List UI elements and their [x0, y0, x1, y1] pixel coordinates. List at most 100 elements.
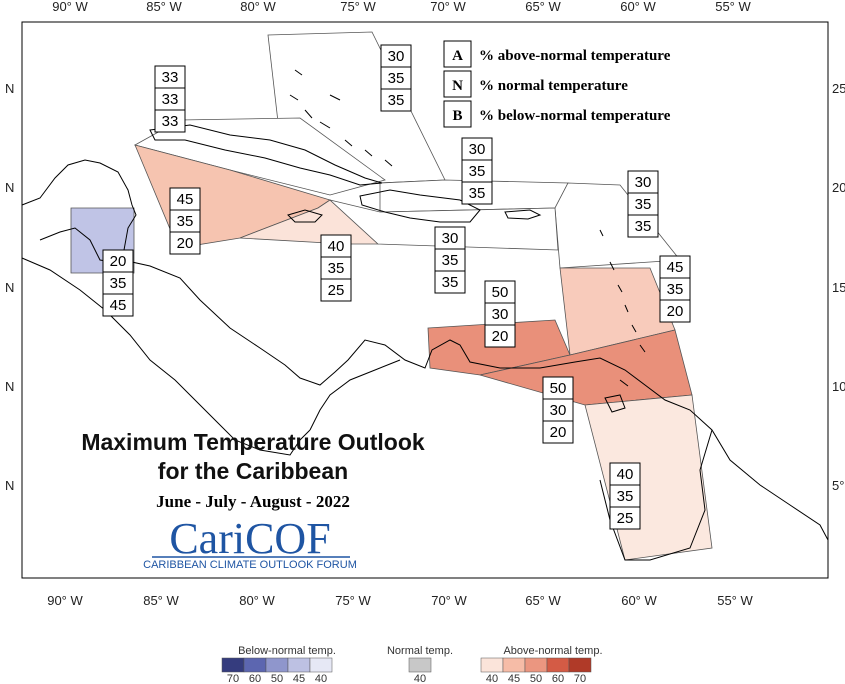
hispaniola: [359, 189, 481, 223]
prob-value: 35: [442, 274, 459, 291]
prob-value: 30: [388, 48, 405, 65]
prob-value: 35: [388, 70, 405, 87]
prob-value: 33: [162, 91, 179, 108]
abn-legend: A % above-normal temperature N % normal …: [443, 40, 671, 128]
left-axis: N N N N N: [5, 81, 14, 493]
mexico-coast: [21, 159, 829, 541]
prob-value: 35: [617, 488, 634, 505]
colorbar-swatch-above: [524, 657, 548, 673]
bottom-tick: 75° W: [335, 593, 371, 608]
bottom-tick: 90° W: [47, 593, 83, 608]
prob-box-cayman: 45 35 20: [169, 187, 201, 255]
prob-value: 35: [388, 92, 405, 109]
colorbar-label-above: 45: [508, 673, 520, 684]
top-tick: 65° W: [525, 0, 561, 14]
prob-value: 35: [442, 252, 459, 269]
prob-value: 40: [328, 238, 345, 255]
prob-value: 35: [469, 163, 486, 180]
probability-boxes: 30 35 35 33 33 33 30 35 35 30 35 35 45 35 20 40 35 25 30 35…: [102, 44, 691, 530]
prob-cell: [320, 278, 352, 302]
puerto-rico: [504, 209, 542, 220]
prob-value: 20: [110, 253, 127, 270]
prob-value: 35: [635, 218, 652, 235]
colorbars: Below-normal temp. Normal temp. Above-no…: [221, 645, 603, 684]
colorbar-swatch-normal: [408, 657, 432, 673]
prob-cell: [154, 109, 186, 133]
colorbar-label-above: 60: [552, 673, 564, 684]
left-tick: N: [5, 81, 14, 96]
prob-value: 45: [667, 259, 684, 276]
legend-text-n: % normal temperature: [479, 78, 628, 94]
right-tick: 25: [832, 81, 845, 96]
prob-box-trinidad: 50 30 20: [542, 376, 574, 444]
prob-value: 33: [162, 113, 179, 130]
top-tick: 55° W: [715, 0, 751, 14]
bottom-tick: 85° W: [143, 593, 179, 608]
left-tick: N: [5, 379, 14, 394]
prob-value: 30: [635, 174, 652, 191]
prob-value: 40: [617, 466, 634, 483]
legend-text-b: % below-normal temperature: [479, 108, 671, 124]
top-tick: 85° W: [146, 0, 182, 14]
colorbar-swatch-below: [287, 657, 311, 673]
colorbar-title-above: Above-normal temp.: [503, 645, 602, 657]
south-america-north: [309, 359, 401, 431]
colorbar-label-below: 40: [315, 673, 327, 684]
prob-value: 25: [617, 510, 634, 527]
legend-key-n: N: [452, 78, 463, 94]
prob-value: 35: [110, 275, 127, 292]
colorbar-label-below: 60: [249, 673, 261, 684]
bottom-tick: 60° W: [621, 593, 657, 608]
season-label: June - July - August - 2022: [156, 492, 350, 511]
colorbar-label-below: 45: [293, 673, 305, 684]
prob-value: 33: [162, 69, 179, 86]
legend-text-a: % above-normal temperature: [479, 48, 671, 64]
prob-box-abc: 50 30 20: [484, 280, 516, 348]
map-frame: [21, 21, 829, 579]
legend-key-box-b: [443, 100, 472, 128]
prob-value: 35: [177, 213, 194, 230]
colorbar-label-normal: 40: [414, 673, 426, 684]
prob-cell: [461, 181, 493, 205]
jamaica: [287, 209, 323, 223]
bottom-tick: 70° W: [431, 593, 467, 608]
legend-key-a: A: [452, 48, 463, 64]
left-tick: N: [5, 280, 14, 295]
zone-leeward-north: [554, 182, 681, 269]
cuba: [149, 124, 383, 186]
prob-value: 20: [550, 424, 567, 441]
prob-value: 30: [550, 402, 567, 419]
map-title-line2: for the Caribbean: [158, 458, 348, 484]
colorbar-label-above: 70: [574, 673, 586, 684]
prob-box-hispaniola-north: 30 35 35: [461, 137, 493, 205]
top-axis: 90° W 85° W 80° W 75° W 70° W 65° W 60° …: [52, 0, 751, 14]
lesser-antilles: [599, 229, 646, 387]
prob-value: 30: [469, 141, 486, 158]
top-tick: 60° W: [620, 0, 656, 14]
right-tick: 10: [832, 379, 845, 394]
trinidad: [604, 394, 626, 413]
map-title-line1: Maximum Temperature Outlook: [81, 429, 425, 455]
prob-cell: [102, 293, 134, 317]
bahamas-islands: [289, 69, 393, 167]
prob-value: 30: [442, 230, 459, 247]
prob-value: 20: [492, 328, 509, 345]
prob-value: 45: [177, 191, 194, 208]
legend-key-box-n: [443, 70, 472, 98]
colorbar-label-above: 50: [530, 673, 542, 684]
colorbar-label-below: 70: [227, 673, 239, 684]
prob-cell: [380, 88, 412, 112]
prob-value: 20: [667, 303, 684, 320]
central-america-pacific: [21, 257, 311, 456]
prob-value: 20: [177, 235, 194, 252]
prob-value: 45: [110, 297, 127, 314]
prob-box-hispaniola-south: 30 35 35: [434, 226, 466, 294]
logo-subtitle: CARIBBEAN CLIMATE OUTLOOK FORUM: [143, 559, 357, 571]
bottom-tick: 55° W: [717, 593, 753, 608]
colorbar-swatch-below: [221, 657, 245, 673]
prob-value: 35: [469, 185, 486, 202]
prob-value: 35: [635, 196, 652, 213]
prob-cell: [627, 214, 659, 238]
prob-value: 50: [550, 380, 567, 397]
